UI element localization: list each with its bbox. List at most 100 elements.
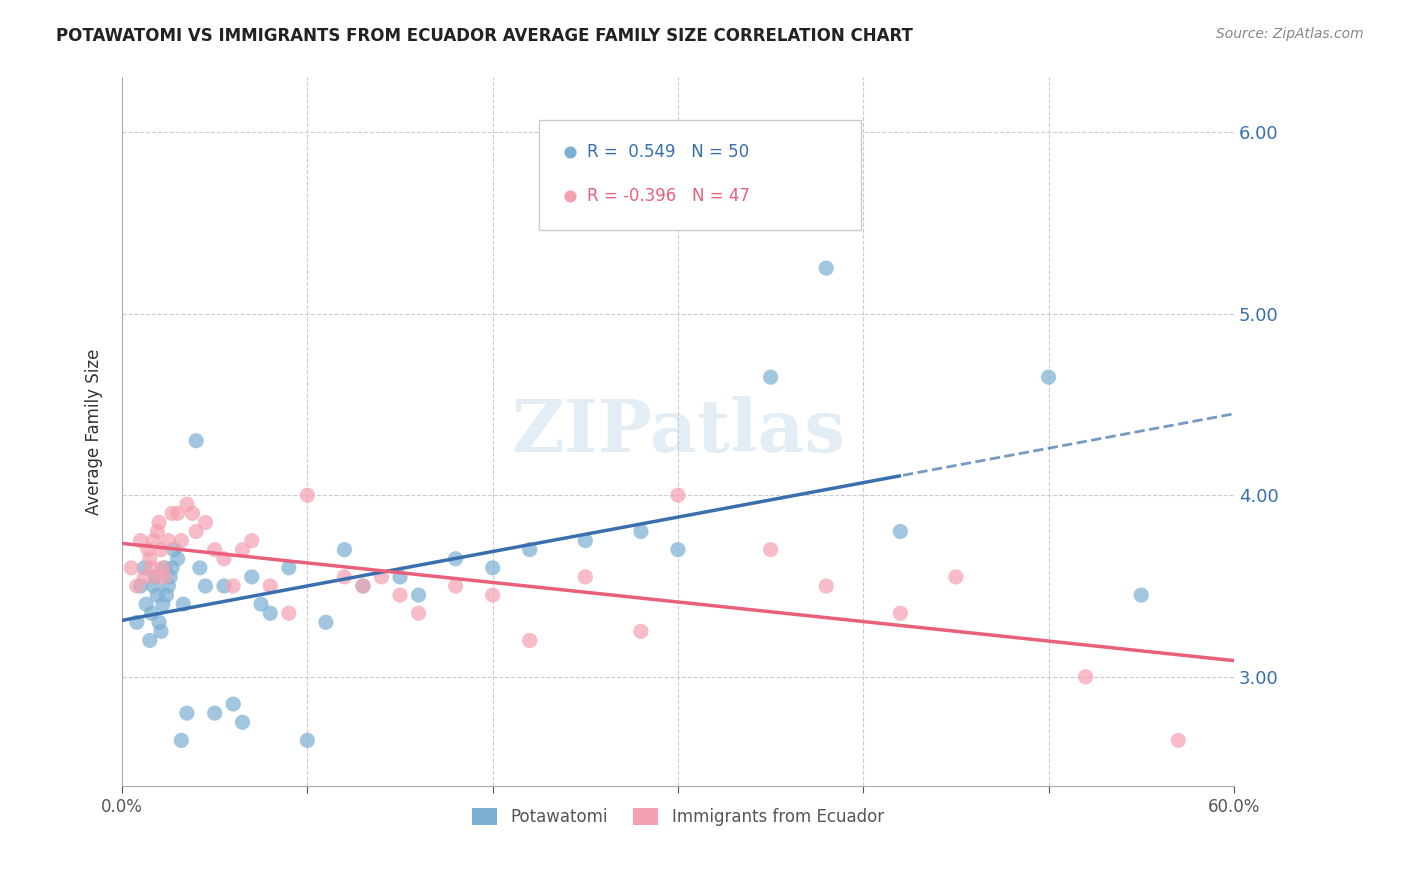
Point <box>166 506 188 520</box>
Point <box>160 561 183 575</box>
Point <box>408 588 430 602</box>
Point <box>166 551 188 566</box>
Point <box>481 588 503 602</box>
Point <box>231 715 253 730</box>
Point <box>170 533 193 548</box>
Point <box>125 579 148 593</box>
Text: POTAWATOMI VS IMMIGRANTS FROM ECUADOR AVERAGE FAMILY SIZE CORRELATION CHART: POTAWATOMI VS IMMIGRANTS FROM ECUADOR AV… <box>56 27 912 45</box>
Point <box>389 588 412 602</box>
Point <box>315 615 337 630</box>
Point <box>157 533 180 548</box>
Point <box>153 570 176 584</box>
Point <box>149 542 172 557</box>
Point <box>212 579 235 593</box>
Y-axis label: Average Family Size: Average Family Size <box>86 349 103 515</box>
Point <box>142 579 165 593</box>
Point <box>148 516 170 530</box>
Text: R =  0.549   N = 50: R = 0.549 N = 50 <box>586 143 749 161</box>
Point <box>148 615 170 630</box>
Point <box>170 733 193 747</box>
Point <box>815 579 838 593</box>
Point <box>157 579 180 593</box>
Point <box>120 561 142 575</box>
Point <box>250 597 273 611</box>
Point <box>149 624 172 639</box>
Point <box>136 542 159 557</box>
Text: Source: ZipAtlas.com: Source: ZipAtlas.com <box>1216 27 1364 41</box>
Point <box>240 570 263 584</box>
Point <box>186 434 208 448</box>
Point <box>574 533 596 548</box>
Point <box>152 597 174 611</box>
Point <box>129 533 152 548</box>
Point <box>134 561 156 575</box>
Point <box>277 606 299 620</box>
Point <box>352 579 374 593</box>
Point <box>125 615 148 630</box>
Point <box>134 570 156 584</box>
Point <box>141 561 163 575</box>
Point <box>139 551 162 566</box>
Point <box>370 570 392 584</box>
Point <box>194 579 217 593</box>
Point <box>145 570 167 584</box>
Point <box>159 570 181 584</box>
Point <box>297 488 319 502</box>
Point <box>519 633 541 648</box>
Point <box>188 561 211 575</box>
Point <box>141 606 163 620</box>
Point <box>389 570 412 584</box>
Point <box>129 579 152 593</box>
Point <box>139 633 162 648</box>
Point <box>135 597 157 611</box>
Point <box>194 516 217 530</box>
Legend: Potawatomi, Immigrants from Ecuador: Potawatomi, Immigrants from Ecuador <box>464 799 891 834</box>
Point <box>333 542 356 557</box>
Point <box>212 551 235 566</box>
Point <box>352 579 374 593</box>
Point <box>176 497 198 511</box>
Point <box>186 524 208 539</box>
Point <box>145 570 167 584</box>
Point <box>146 524 169 539</box>
Text: ZIPatlas: ZIPatlas <box>510 396 845 467</box>
Point <box>945 570 967 584</box>
Point <box>759 542 782 557</box>
Point <box>1074 670 1097 684</box>
Point <box>297 733 319 747</box>
Point <box>889 524 911 539</box>
Point <box>152 561 174 575</box>
Point <box>204 706 226 720</box>
Point <box>259 579 281 593</box>
Point <box>155 588 177 602</box>
Point <box>630 524 652 539</box>
Point <box>759 370 782 384</box>
Text: R = -0.396   N = 47: R = -0.396 N = 47 <box>586 186 749 205</box>
Point <box>172 597 194 611</box>
Point <box>222 697 245 711</box>
Point <box>181 506 204 520</box>
Point <box>277 561 299 575</box>
Point <box>574 570 596 584</box>
Point <box>176 706 198 720</box>
Point <box>240 533 263 548</box>
Point <box>142 533 165 548</box>
FancyBboxPatch shape <box>538 120 862 230</box>
Point <box>222 579 245 593</box>
Point <box>815 261 838 276</box>
Point <box>153 561 176 575</box>
Point <box>889 606 911 620</box>
Point <box>630 624 652 639</box>
Point <box>231 542 253 557</box>
Point <box>333 570 356 584</box>
Point <box>204 542 226 557</box>
Point <box>259 606 281 620</box>
Point <box>519 542 541 557</box>
Point <box>160 506 183 520</box>
Point <box>444 579 467 593</box>
Point <box>481 561 503 575</box>
Point <box>408 606 430 620</box>
Point <box>444 551 467 566</box>
Point <box>1038 370 1060 384</box>
Point <box>1167 733 1189 747</box>
